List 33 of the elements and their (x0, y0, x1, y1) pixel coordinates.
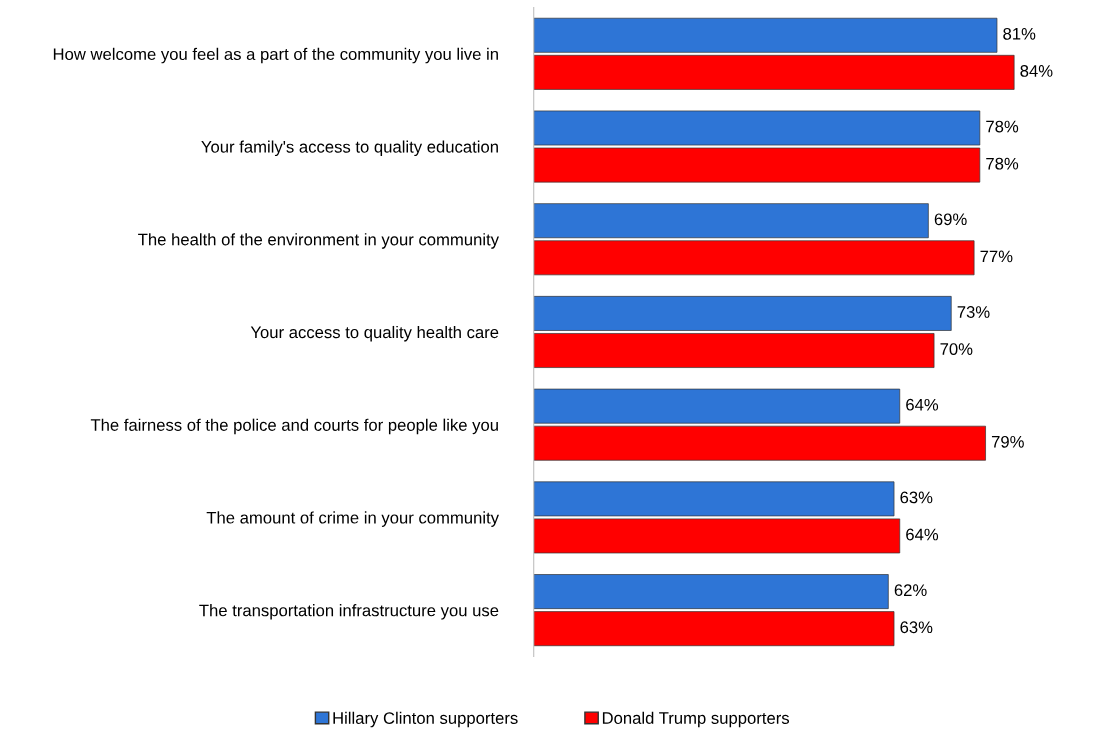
bar (533, 203, 929, 239)
data-label: 84% (1020, 65, 1053, 77)
data-label: 64% (906, 528, 939, 541)
data-label: 77% (980, 250, 1013, 263)
y-tick-label: The amount of crime in your community (206, 511, 499, 527)
y-tick-label: The transportation infrastructure you use (199, 604, 499, 620)
bar (533, 17, 998, 53)
data-label: 73% (957, 306, 990, 318)
bar (533, 240, 975, 276)
data-label: 62% (894, 584, 927, 597)
bar (533, 611, 895, 647)
data-label: 78% (986, 120, 1019, 133)
data-label: 78% (986, 157, 1019, 170)
data-label: 64% (906, 398, 939, 411)
legend-label: Donald Trump supporters (602, 711, 790, 728)
y-tick-label: The fairness of the police and courts for people like you (90, 418, 498, 435)
data-label: 63% (900, 621, 933, 634)
bar (533, 296, 952, 331)
y-tick-label: How welcome you feel as a part of the community you live in (53, 47, 498, 64)
bar (533, 333, 935, 368)
y-tick-label: Your access to quality health care (250, 325, 499, 342)
bar (533, 425, 986, 461)
data-label: 81% (1003, 27, 1036, 40)
bar (533, 388, 901, 424)
legend-label: Hillary Clinton supporters (333, 711, 518, 728)
bar (533, 574, 889, 609)
data-label: 63% (900, 491, 933, 504)
data-label: 70% (940, 343, 973, 355)
data-label: 79% (991, 435, 1024, 448)
y-tick-label: Your family's access to quality education (201, 140, 498, 157)
bar (533, 54, 1015, 90)
y-tick-label: The health of the environment in your community (138, 233, 499, 249)
data-label: 69% (934, 213, 967, 226)
